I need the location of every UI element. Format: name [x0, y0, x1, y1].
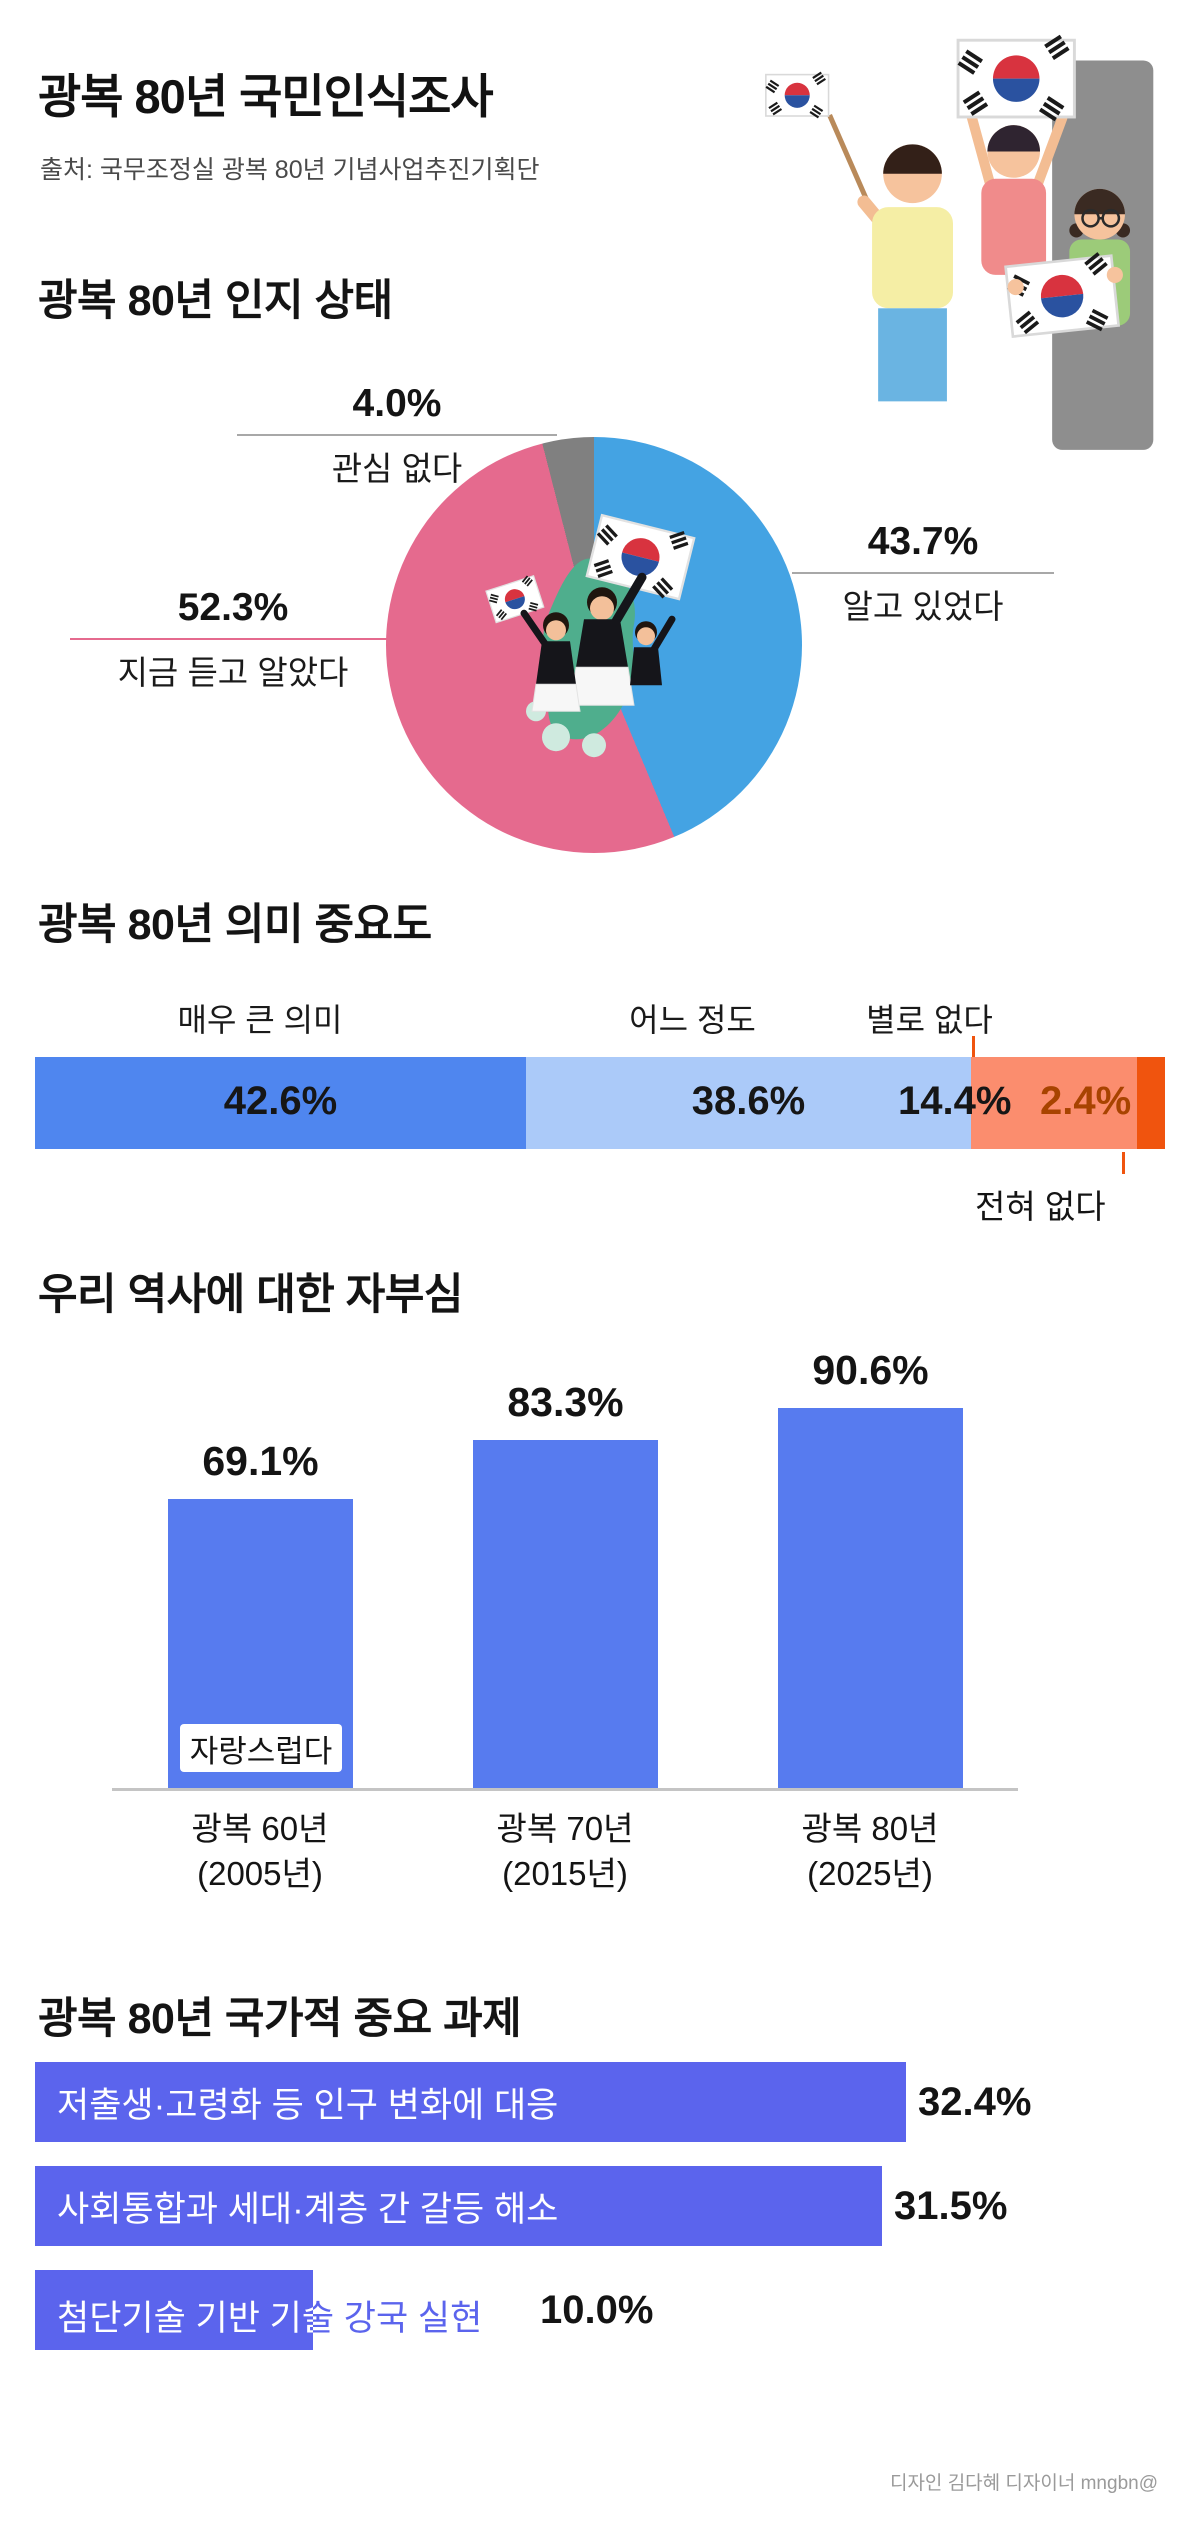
girl-with-flag-sheet: [1005, 188, 1131, 341]
task-bar-social-unity: 사회통합과 세대·계층 간 갈등 해소: [35, 2166, 882, 2246]
source-note: 출처: 국무조정실 광복 80년 기념사업추진기획단: [40, 156, 540, 184]
segment-label-very: 매우 큰 의미: [177, 1002, 343, 1038]
pie-value: 43.7%: [867, 520, 979, 563]
task-bar-technology: 첨단기술 기반 기술 강국 실현: [35, 2270, 313, 2350]
korean-flag-icon: [958, 35, 1075, 122]
label-tick-line: [972, 1036, 975, 1058]
pie-center-illustration: [444, 499, 744, 758]
segment-label-none: 전혀 없다: [975, 1188, 1106, 1225]
pride-heading: 우리 역사에 대한 자부심: [38, 1271, 463, 1319]
task-bar-population: 저출생·고령화 등 인구 변화에 대응: [35, 2062, 906, 2142]
pie-label-text: 알고 있었다: [842, 587, 1004, 625]
task-label-clipped: 첨단기술 기반 기술 강국 실현: [57, 2299, 313, 2338]
label-line: [70, 637, 396, 640]
awareness-pie-chart: [386, 437, 802, 853]
category-line1: 광복 80년: [801, 1810, 939, 1847]
tasks-heading: 광복 80년 국가적 중요 과제: [38, 1995, 522, 2043]
designer-credit: 디자인 김다혜 디자이너 mngbn@: [889, 2473, 1158, 2494]
task-value: 10.0%: [540, 2288, 654, 2332]
category-line2: (2005년): [197, 1855, 323, 1892]
task-value: 32.4%: [918, 2080, 1032, 2124]
celebrating-figure: [630, 615, 676, 686]
korean-flag-icon: [485, 574, 544, 625]
man-with-flag: [766, 72, 953, 402]
pie-value: 4.0%: [352, 382, 442, 425]
awareness-heading: 광복 80년 인지 상태: [38, 277, 393, 325]
task-label: 사회통합과 세대·계층 간 갈등 해소: [57, 2189, 559, 2229]
pride-value: 90.6%: [812, 1347, 929, 1393]
pie-label-text: 관심 없다: [331, 449, 463, 487]
segment-label-little: 별로 없다: [866, 1002, 993, 1038]
segment-none: [1137, 1057, 1165, 1149]
pride-value: 69.1%: [202, 1438, 319, 1484]
label-line: [237, 433, 557, 436]
celebrating-figure: [520, 609, 581, 712]
woman-with-flag-overhead: [958, 35, 1075, 275]
pride-bar-2025: [778, 1408, 963, 1788]
pie-label-no-interest: 4.0% 관심 없다: [237, 382, 557, 490]
label-tick-line: [1122, 1152, 1125, 1174]
pride-series-label: 자랑스럽다: [180, 1724, 342, 1772]
task-label: 저출생·고령화 등 인구 변화에 대응: [57, 2085, 559, 2125]
segment-value-very: 42.6%: [223, 1079, 338, 1123]
importance-stacked-bar: [35, 1057, 1165, 1149]
pie-label-learned: 52.3% 지금 듣고 알았다: [70, 586, 396, 694]
segment-value-some: 38.6%: [691, 1079, 806, 1123]
category-line1: 광복 70년: [496, 1810, 634, 1847]
korean-flag-icon: [1005, 251, 1119, 341]
segment-very: [35, 1057, 527, 1149]
pie-value: 52.3%: [177, 586, 289, 629]
category-line2: (2025년): [807, 1855, 933, 1892]
label-line: [792, 571, 1054, 574]
page-title: 광복 80년 국민인식조사: [38, 70, 494, 123]
segment-little: [971, 1057, 1138, 1149]
category-label-2015: 광복 70년 (2015년): [445, 1806, 685, 1896]
segment-some: [526, 1057, 972, 1149]
segment-label-some: 어느 정도: [629, 1002, 756, 1038]
category-line1: 광복 60년: [191, 1810, 329, 1847]
pride-value: 83.3%: [507, 1379, 624, 1425]
x-axis-line: [112, 1788, 1018, 1791]
task-value: 31.5%: [894, 2184, 1008, 2228]
pie-label-knew: 43.7% 알고 있었다: [792, 520, 1054, 628]
celebrating-figure: [569, 572, 647, 706]
segment-value-none: 2.4%: [1040, 1079, 1132, 1123]
pie-label-text: 지금 듣고 알았다: [117, 653, 349, 691]
category-label-2005: 광복 60년 (2005년): [140, 1806, 380, 1896]
category-label-2025: 광복 80년 (2025년): [750, 1806, 990, 1896]
header-illustration: [748, 22, 1154, 450]
korean-flag-icon: [766, 72, 829, 119]
importance-heading: 광복 80년 의미 중요도: [38, 901, 432, 949]
category-line2: (2015년): [502, 1855, 628, 1892]
segment-value-little: 14.4%: [898, 1079, 1012, 1123]
pride-bar-2015: [473, 1440, 658, 1788]
